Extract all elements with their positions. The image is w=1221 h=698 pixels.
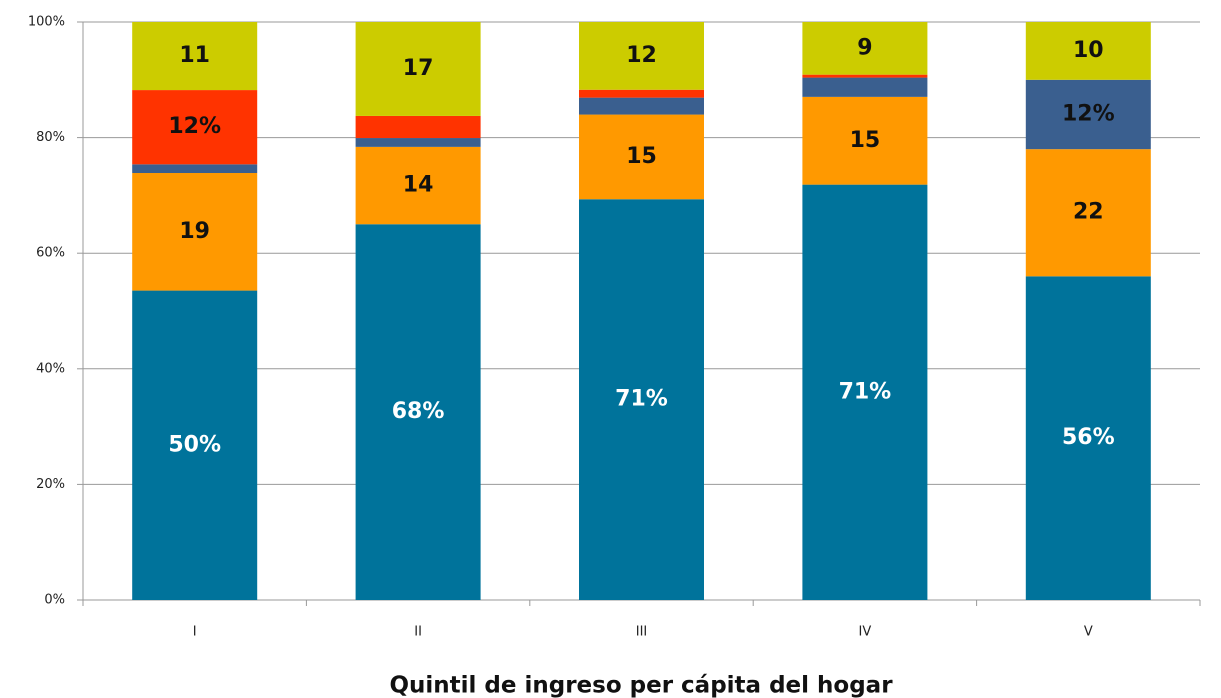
- bar-segment: [355, 22, 481, 116]
- y-tick-label: 0%: [44, 593, 65, 608]
- data-label: 68%: [392, 399, 445, 424]
- y-tick-label: 60%: [36, 246, 65, 261]
- y-tick-label: 20%: [36, 477, 65, 492]
- bar-segment: [355, 115, 481, 139]
- data-label: 12%: [1062, 101, 1115, 126]
- y-tick-label: 40%: [36, 361, 65, 376]
- data-label: 56%: [1062, 425, 1115, 450]
- x-axis-title: Quintil de ingreso per cápita del hogar: [389, 673, 893, 698]
- bar-segment: [1025, 276, 1151, 600]
- data-label: 9: [857, 35, 872, 60]
- bar-segment: [579, 89, 704, 98]
- x-tick-label: III: [636, 625, 648, 640]
- bar-segment: [355, 138, 481, 147]
- bar-segment: [132, 172, 258, 291]
- bar-segment: [802, 22, 928, 75]
- data-label: 11: [179, 43, 210, 68]
- bar-segment: [802, 77, 928, 97]
- bar-segment: [1025, 22, 1151, 80]
- data-label: 71%: [615, 387, 668, 412]
- bar-segment: [802, 184, 928, 600]
- bar-segment: [132, 164, 258, 173]
- bar-segment: [802, 74, 928, 78]
- bar-segment: [355, 224, 481, 600]
- x-tick-label: IV: [859, 625, 872, 640]
- data-label: 50%: [168, 432, 221, 457]
- data-label: 12%: [168, 114, 221, 139]
- data-label: 19: [179, 219, 210, 244]
- bar-segment: [802, 96, 928, 185]
- data-label: 14: [403, 173, 434, 198]
- x-tick-label: I: [193, 625, 197, 640]
- data-label: 15: [850, 128, 881, 153]
- data-label: 10: [1073, 38, 1104, 63]
- x-tick-label: V: [1084, 625, 1093, 640]
- bar-segment: [1025, 79, 1151, 150]
- bar-segment: [579, 22, 704, 90]
- x-tick-label: II: [414, 625, 422, 640]
- data-label: 71%: [839, 379, 892, 404]
- y-tick-label: 100%: [28, 15, 65, 30]
- data-label: 22: [1073, 200, 1104, 225]
- bar-segment: [132, 90, 258, 165]
- data-label: 12: [626, 43, 657, 68]
- y-tick-label: 80%: [36, 130, 65, 145]
- bar-segment: [579, 199, 704, 600]
- data-label: 17: [403, 56, 434, 81]
- bar-segment: [132, 22, 258, 91]
- data-label: 15: [626, 144, 657, 169]
- bar-segment: [1025, 149, 1151, 277]
- bar-segment: [355, 146, 481, 225]
- bar-segment: [132, 290, 258, 600]
- bar-segment: [579, 97, 704, 115]
- bar-segment: [579, 114, 704, 200]
